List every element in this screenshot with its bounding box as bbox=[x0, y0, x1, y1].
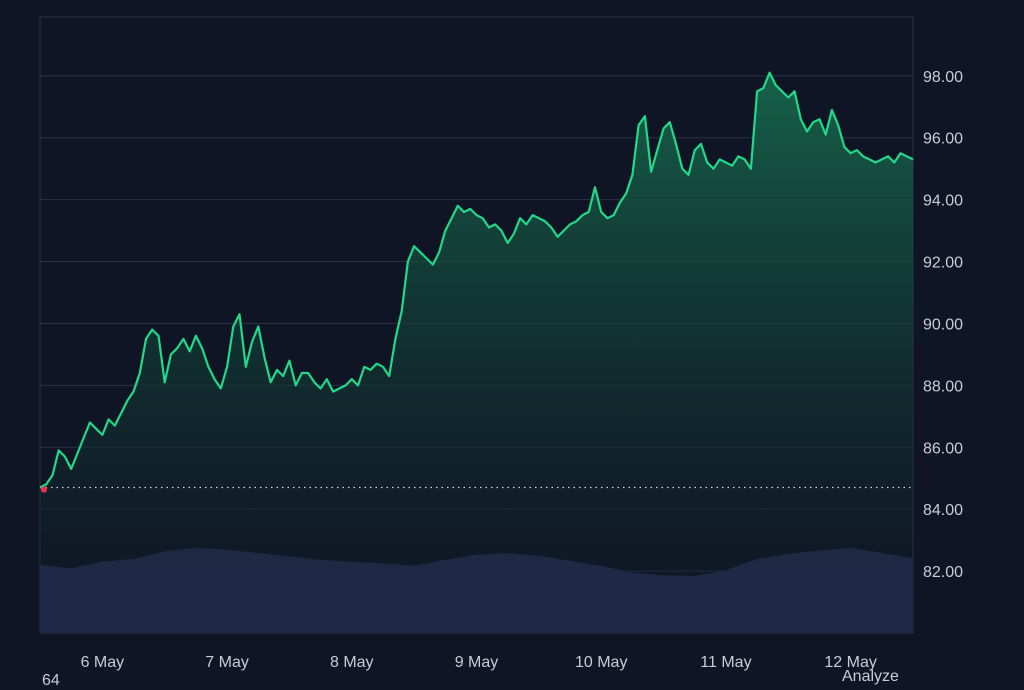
x-tick-label: 9 May bbox=[455, 654, 499, 671]
y-tick-label: 96.00 bbox=[923, 131, 963, 148]
x-tick-label: 10 May bbox=[575, 654, 627, 671]
y-tick-label: 82.00 bbox=[923, 564, 963, 581]
x-tick-label: 8 May bbox=[330, 654, 374, 671]
price-line bbox=[39, 71, 914, 493]
y-tick-label: 90.00 bbox=[923, 316, 963, 333]
y-axis-labels: 98.00 96.00 94.00 92.00 90.00 88.00 86.00 84.00… bbox=[923, 69, 963, 581]
price-area bbox=[40, 72, 913, 633]
analyze-link[interactable]: Analyze bbox=[842, 668, 899, 685]
y-tick-label: 86.00 bbox=[923, 440, 963, 457]
y-tick-label: 94.00 bbox=[923, 193, 963, 210]
start-marker bbox=[40, 486, 48, 493]
footer-left-label: 64 bbox=[42, 672, 60, 689]
price-series-line bbox=[39, 71, 914, 489]
x-tick-label: 11 May bbox=[700, 654, 751, 671]
y-tick-label: 98.00 bbox=[923, 69, 963, 86]
x-tick-label: 12 May bbox=[824, 654, 876, 671]
y-tick-label: 84.00 bbox=[923, 502, 963, 519]
y-tick-label: 88.00 bbox=[923, 378, 963, 395]
x-tick-label: 7 May bbox=[205, 654, 249, 671]
price-area-fill bbox=[40, 72, 913, 633]
x-tick-label: 6 May bbox=[81, 654, 125, 671]
x-axis-labels: 6 May 7 May 8 May 9 May 10 May 11 May 12 May bbox=[81, 654, 877, 671]
y-tick-label: 92.00 bbox=[923, 255, 963, 272]
